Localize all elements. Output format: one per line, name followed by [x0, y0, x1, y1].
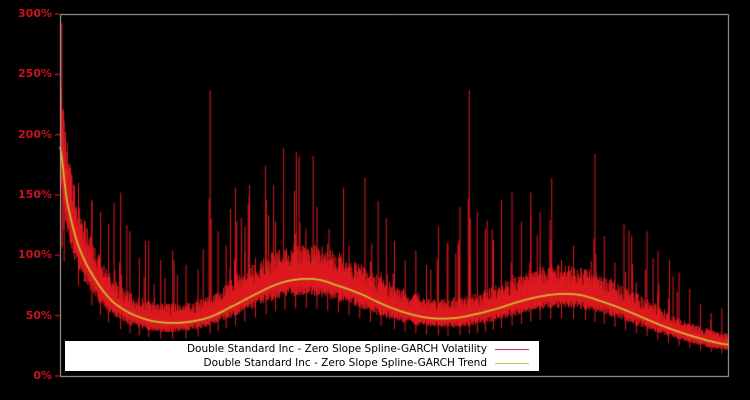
volatility-chart-canvas [0, 0, 750, 400]
chart-figure: 0% 50% 100% 150% 200% 250% 300% Double Standar… [0, 0, 750, 400]
